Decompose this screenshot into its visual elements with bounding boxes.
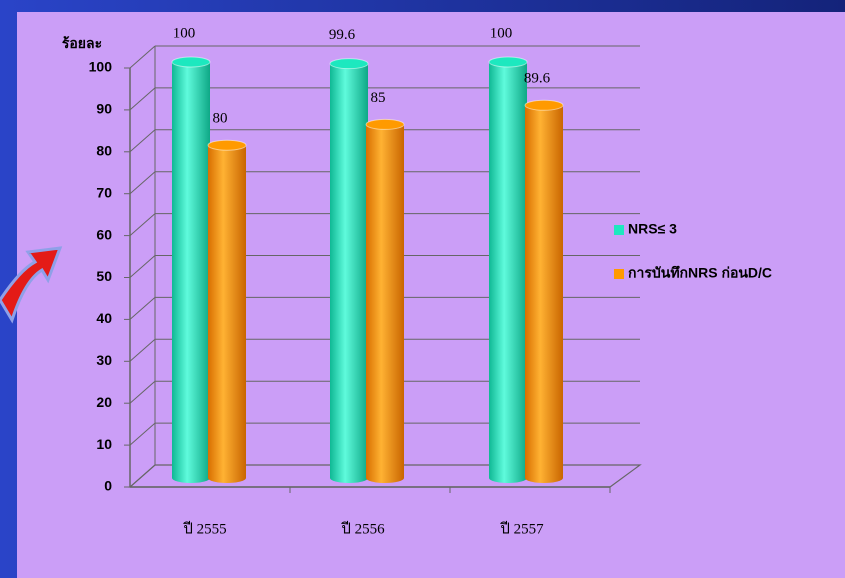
- value-label: 99.6: [329, 27, 356, 43]
- page: ร้อยละ 0 10 20 30 40 50 60 70 80 90 100 ปี 2555 100 8…: [0, 0, 845, 578]
- y-tick-label: 80: [96, 143, 112, 159]
- y-tick-label: 100: [89, 59, 113, 75]
- y-tick-label: 10: [96, 436, 112, 452]
- x-tick-label: ปี 2557: [499, 520, 544, 537]
- bar: [172, 57, 210, 483]
- bar-top: [366, 119, 404, 129]
- value-label: 100: [173, 25, 196, 41]
- bar: [208, 140, 246, 483]
- bar-top: [489, 57, 527, 67]
- bar-body: [172, 62, 210, 478]
- bar-top: [330, 59, 368, 69]
- bar: [366, 119, 404, 483]
- bar-base: [208, 473, 246, 483]
- bar-base: [366, 473, 404, 483]
- bar: [330, 59, 368, 483]
- x-tick-label: ปี 2555: [182, 520, 226, 537]
- bar-base: [489, 473, 527, 483]
- bar: [489, 57, 527, 483]
- bar-top: [525, 100, 563, 110]
- y-tick-label: 50: [96, 268, 112, 284]
- y-tick-label: 40: [96, 310, 112, 326]
- value-label: 100: [490, 25, 513, 41]
- legend-swatch: [614, 225, 624, 235]
- bar-body: [489, 62, 527, 478]
- bar-body: [208, 145, 246, 478]
- y-tick-label: 70: [96, 184, 112, 200]
- y-axis-label: ร้อยละ: [62, 36, 102, 52]
- bar-base: [525, 473, 563, 483]
- bar-top: [172, 57, 210, 67]
- x-tick-label: ปี 2556: [340, 520, 385, 537]
- legend-label: NRS≤ 3: [628, 221, 677, 237]
- value-label: 80: [213, 111, 228, 127]
- bar-base: [172, 473, 210, 483]
- bar-body: [366, 124, 404, 478]
- chart: ร้อยละ 0 10 20 30 40 50 60 70 80 90 100 ปี 2555 100 8…: [0, 0, 845, 578]
- y-tick-label: 60: [96, 226, 112, 242]
- bar: [525, 100, 563, 483]
- y-tick-label: 30: [96, 352, 112, 368]
- bar-top: [208, 140, 246, 150]
- chart-panel: [17, 12, 845, 578]
- y-tick-label: 0: [104, 478, 112, 494]
- y-tick-label: 20: [96, 394, 112, 410]
- bar-body: [525, 105, 563, 478]
- legend-label: การบันทึกNRS ก่อนD/C: [628, 265, 772, 281]
- legend-swatch: [614, 269, 624, 279]
- value-label: 85: [371, 90, 386, 106]
- y-tick-label: 90: [96, 101, 112, 117]
- bar-body: [330, 64, 368, 478]
- bar-base: [330, 473, 368, 483]
- value-label: 89.6: [524, 71, 551, 87]
